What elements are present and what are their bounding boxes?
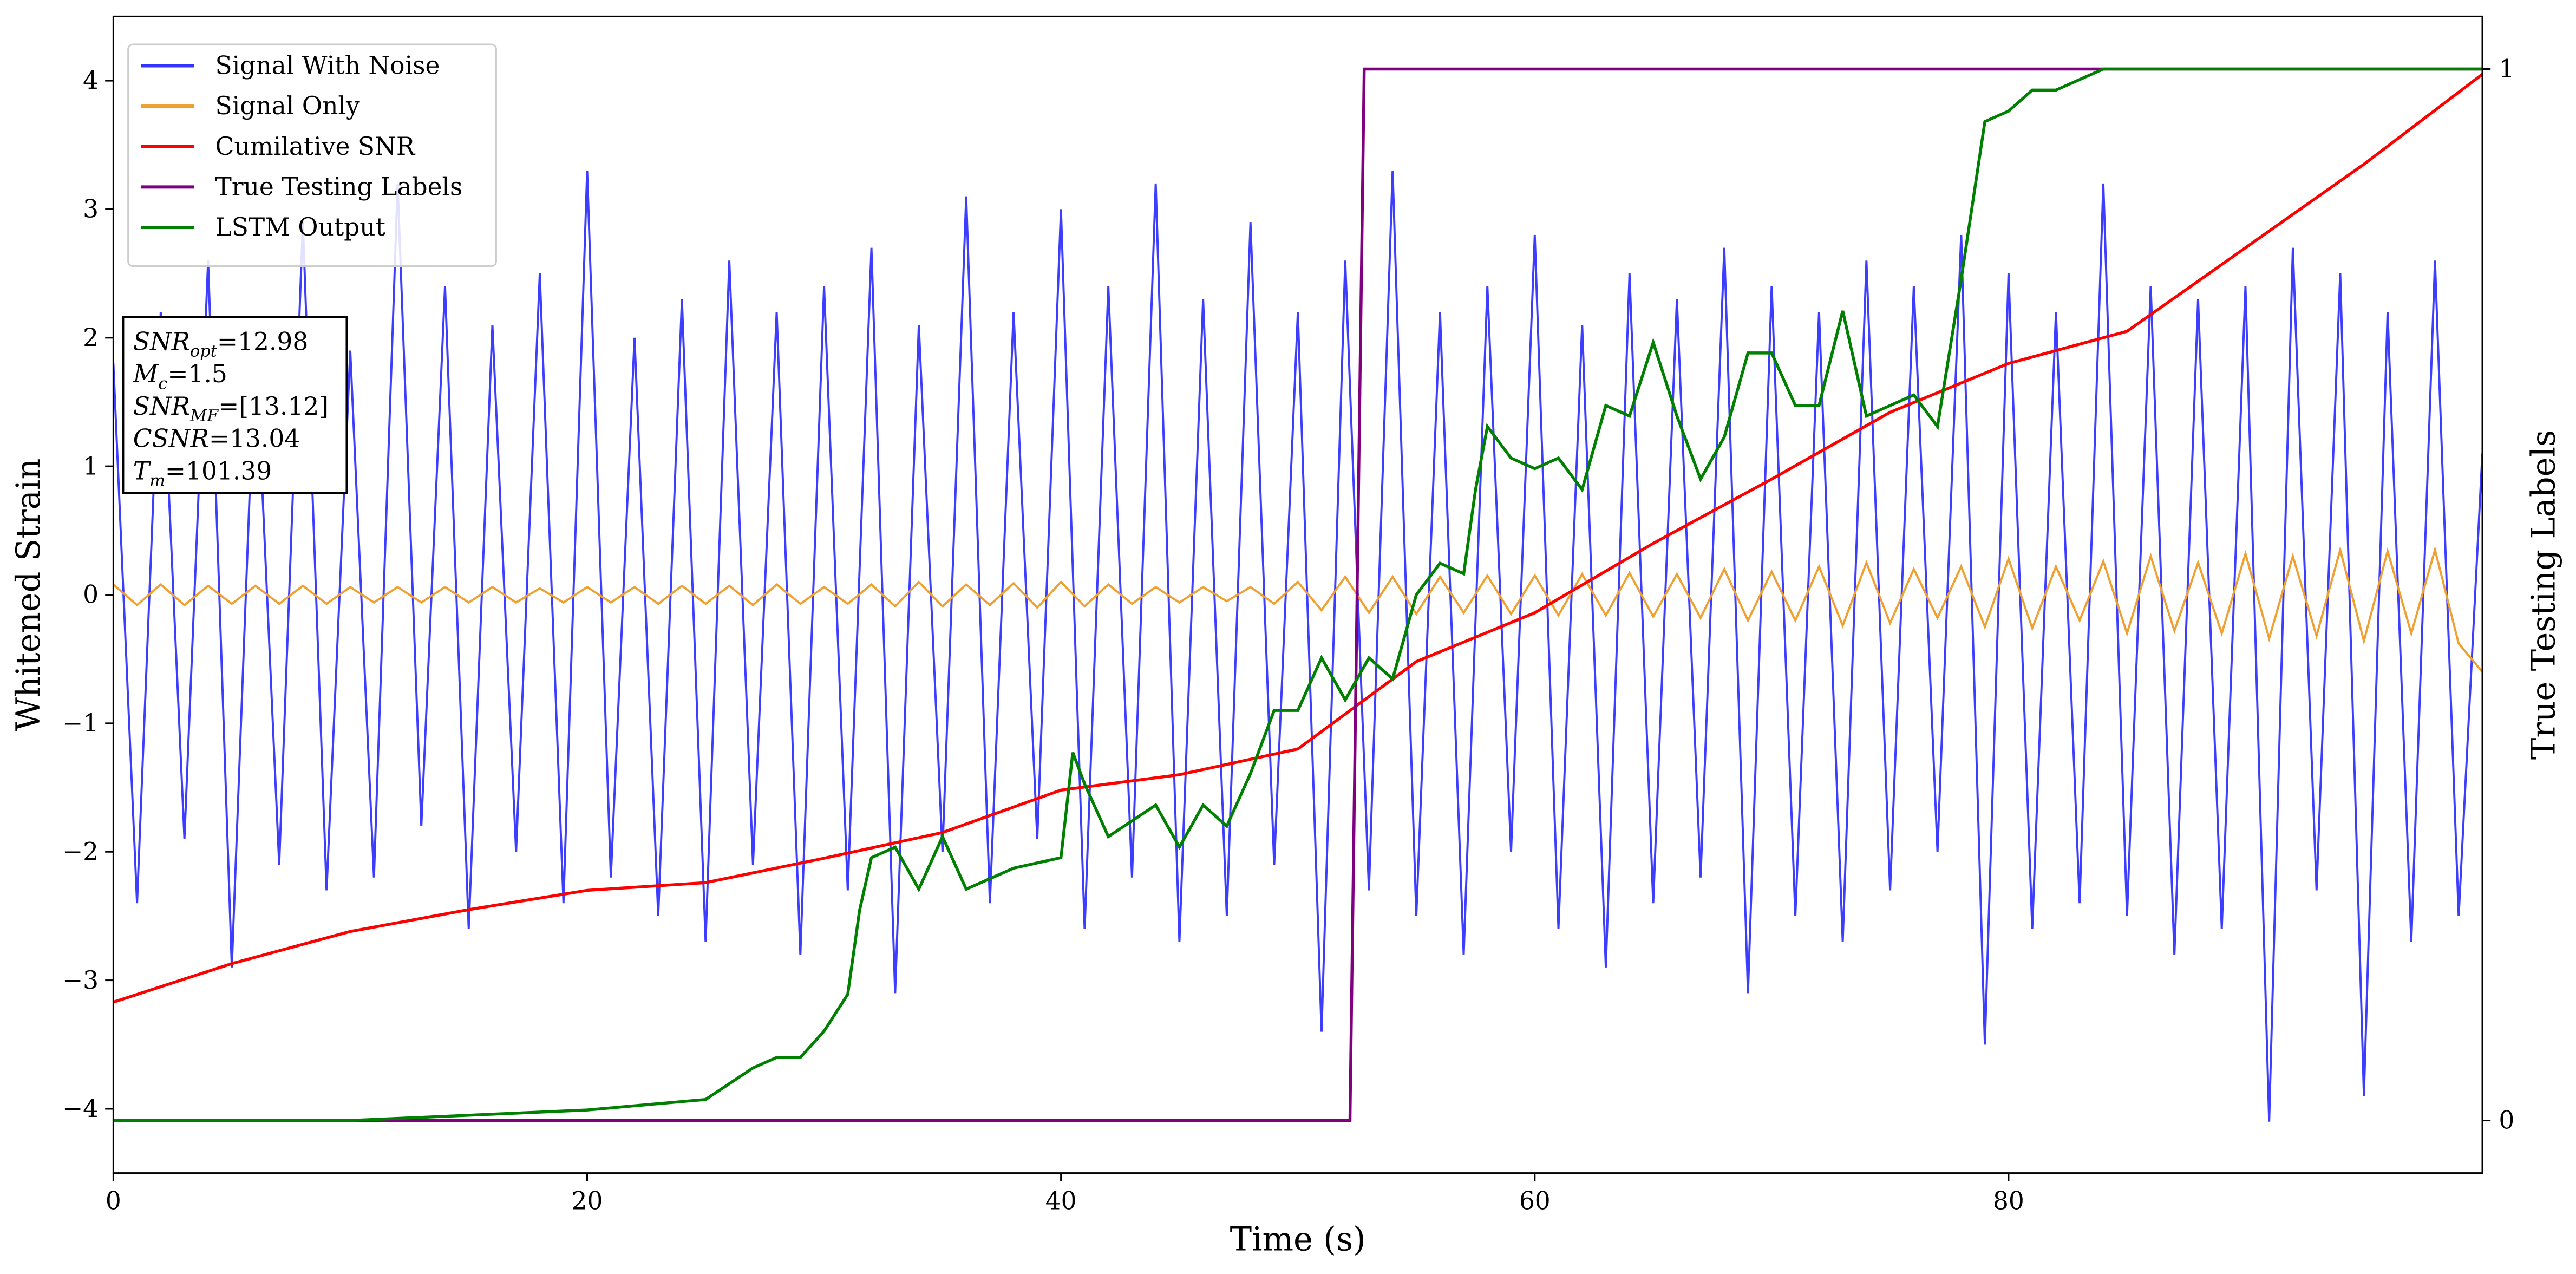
annotation-value: =1.5: [167, 360, 227, 388]
annotation-subscript: opt: [190, 342, 218, 361]
plot: [113, 67, 2483, 1122]
x-tick-label: 40: [1045, 1186, 1077, 1215]
y2-tick-label: 1: [2499, 55, 2514, 83]
annotation-subscript: MF: [189, 407, 219, 426]
y-tick-label: 1: [83, 452, 99, 480]
annotation-value: =12.98: [217, 327, 308, 356]
annotation-text: SNRMF=[13.12]: [133, 392, 329, 426]
x-tick-label: 80: [1993, 1186, 2024, 1215]
series-line: [113, 171, 2483, 1122]
y-tick-label: −1: [62, 709, 99, 737]
y2-axis-label: True Testing Labels: [2525, 430, 2563, 760]
annotation-value: =[13.12]: [218, 392, 329, 421]
x-tick-label: 20: [572, 1186, 603, 1215]
annotation-symbol: CSNR: [133, 424, 209, 453]
y-tick-label: 0: [83, 580, 99, 609]
legend-label: Signal With Noise: [215, 51, 440, 80]
annotation-value: =101.39: [165, 456, 272, 485]
y-tick-label: −3: [62, 966, 99, 995]
y-axis-label: Whitened Strain: [10, 459, 48, 731]
y-tick-label: 3: [83, 195, 99, 224]
annotation-subscript: c: [158, 374, 167, 393]
legend-label: Signal Only: [215, 92, 360, 120]
y-tick-label: −4: [62, 1094, 99, 1123]
annotation-text: Mc=1.5: [133, 360, 227, 393]
legend-label: Cumilative SNR: [215, 132, 416, 161]
annotation-symbol: SNR: [133, 327, 190, 356]
annotation-text: SNRopt=12.98: [133, 327, 309, 361]
y2-tick-label: 0: [2499, 1106, 2514, 1135]
annotation-box: [122, 316, 348, 494]
annotation-symbol: T: [133, 456, 152, 485]
annotation-value: =13.04: [209, 424, 300, 453]
annotation-text: Tm=101.39: [133, 456, 272, 490]
series-line: [113, 545, 2483, 673]
legend-box: [127, 43, 497, 267]
annotation-symbol: M: [133, 360, 159, 388]
x-axis-label: Time (s): [1230, 1220, 1366, 1258]
y-tick-label: −2: [62, 837, 99, 866]
x-tick-label: 60: [1519, 1186, 1551, 1215]
y-tick-label: 2: [83, 323, 99, 352]
y-tick-label: 4: [83, 66, 99, 95]
annotation-subscript: m: [149, 472, 165, 491]
series-line: [113, 67, 2483, 1122]
legend-label: True Testing Labels: [215, 173, 463, 201]
x-tick-label: 0: [106, 1186, 121, 1215]
series-line: [113, 67, 2483, 1122]
series-line: [113, 73, 2483, 1004]
legend-label: LSTM Output: [215, 213, 385, 241]
annotation-text: CSNR=13.04: [133, 424, 300, 453]
annotation-symbol: SNR: [133, 392, 190, 421]
